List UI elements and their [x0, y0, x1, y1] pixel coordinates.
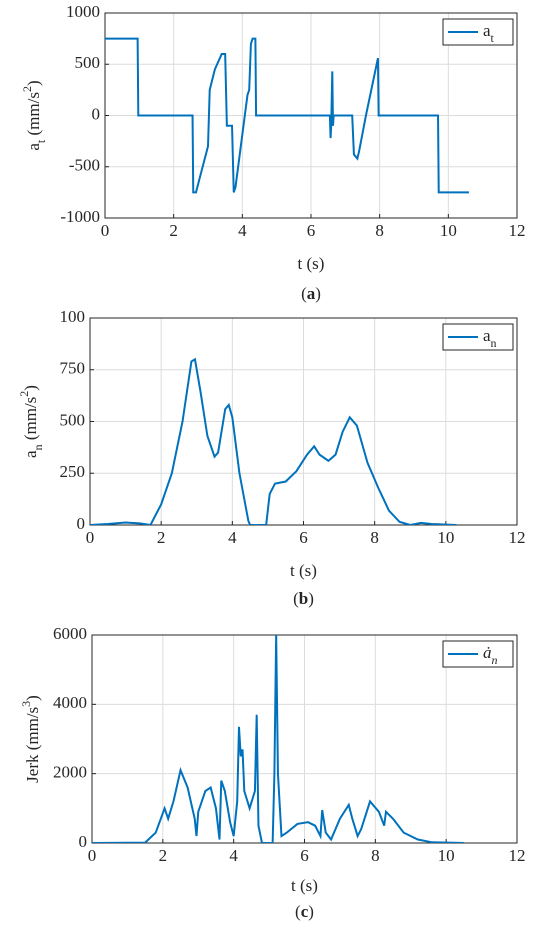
text-piece: a: [483, 326, 491, 345]
text-piece: Jerk (mm/s: [23, 707, 42, 783]
y-tick-label: 750: [60, 359, 86, 378]
y-tick-label: 500: [60, 410, 86, 429]
x-tick-label: 4: [228, 528, 237, 547]
x-tick-label: 4: [229, 846, 238, 865]
y-tick-label: 2000: [53, 763, 87, 782]
x-tick-label: 6: [300, 846, 309, 865]
data-line: [105, 37, 469, 194]
y-tick-label: 250: [60, 462, 86, 481]
text-piece: (: [295, 902, 301, 921]
y-tick-label: 0: [77, 514, 86, 533]
text-piece: 2: [20, 86, 34, 92]
caption: (b): [293, 589, 314, 608]
y-tick-label: 0: [79, 832, 88, 851]
text-piece: (: [301, 284, 307, 303]
y-tick-label: 100: [60, 307, 86, 326]
x-tick-label: 12: [509, 221, 526, 240]
x-tick-label: 0: [101, 221, 110, 240]
data-line: [90, 357, 457, 525]
data-line: [92, 635, 464, 843]
text-piece: n: [492, 653, 498, 667]
x-tick-label: 2: [157, 528, 166, 547]
y-tick-label: 1000: [66, 2, 100, 21]
text-piece: (: [293, 589, 299, 608]
legend-label: an: [483, 326, 497, 350]
y-tick-label: 0: [92, 104, 101, 123]
y-axis-label: Jerk (mm/s3): [19, 695, 42, 783]
x-tick-label: 2: [169, 221, 178, 240]
text-piece: n: [31, 444, 45, 450]
text-piece: ): [315, 284, 321, 303]
text-piece: a: [483, 21, 491, 40]
x-tick-label: 10: [437, 528, 454, 547]
text-piece: ): [308, 902, 314, 921]
y-tick-label: -500: [69, 156, 100, 175]
x-tick-label: 8: [371, 846, 380, 865]
legend-label: at: [483, 21, 495, 45]
plot-frame: [104, 12, 518, 219]
y-tick-label: -1000: [60, 207, 100, 226]
text-piece: (mm/s: [21, 397, 40, 445]
text-piece: a: [21, 450, 40, 458]
text-piece: n: [491, 336, 497, 350]
text-piece: a: [307, 284, 316, 303]
text-piece: 2: [17, 391, 31, 397]
x-tick-label: 12: [509, 846, 526, 865]
y-tick-label: 500: [75, 53, 101, 72]
text-piece: ): [21, 385, 40, 391]
x-tick-label: 6: [299, 528, 308, 547]
x-tick-label: 8: [370, 528, 379, 547]
text-piece: (mm/s: [24, 92, 43, 140]
text-piece: 3: [19, 701, 33, 707]
text-piece: ): [23, 695, 42, 701]
text-piece: t: [34, 139, 48, 143]
text-piece: ȧ: [483, 643, 492, 662]
x-tick-label: 0: [86, 528, 95, 547]
y-tick-label: 4000: [53, 693, 87, 712]
y-tick-label: 6000: [53, 624, 87, 643]
x-tick-label: 12: [509, 528, 526, 547]
x-tick-label: 4: [238, 221, 247, 240]
x-axis-label: t (s): [290, 561, 317, 580]
x-tick-label: 8: [375, 221, 384, 240]
plot-frame: [91, 634, 518, 844]
caption: (c): [295, 902, 314, 921]
x-tick-label: 10: [440, 221, 457, 240]
text-piece: ): [308, 589, 314, 608]
text-piece: a: [24, 143, 43, 151]
y-axis-label: at (mm/s2): [20, 80, 48, 150]
legend-label: ȧn: [483, 643, 498, 667]
x-axis-label: t (s): [298, 254, 325, 273]
text-piece: ): [24, 80, 43, 86]
x-tick-label: 2: [159, 846, 168, 865]
plot-frame: [89, 317, 518, 526]
x-tick-label: 10: [438, 846, 455, 865]
x-tick-label: 6: [307, 221, 316, 240]
caption: (a): [301, 284, 321, 303]
x-tick-label: 0: [88, 846, 97, 865]
text-piece: t: [491, 31, 495, 45]
x-axis-label: t (s): [291, 876, 318, 895]
text-piece: c: [301, 902, 309, 921]
text-piece: b: [299, 589, 308, 608]
y-axis-label: an (mm/s2): [17, 385, 45, 458]
